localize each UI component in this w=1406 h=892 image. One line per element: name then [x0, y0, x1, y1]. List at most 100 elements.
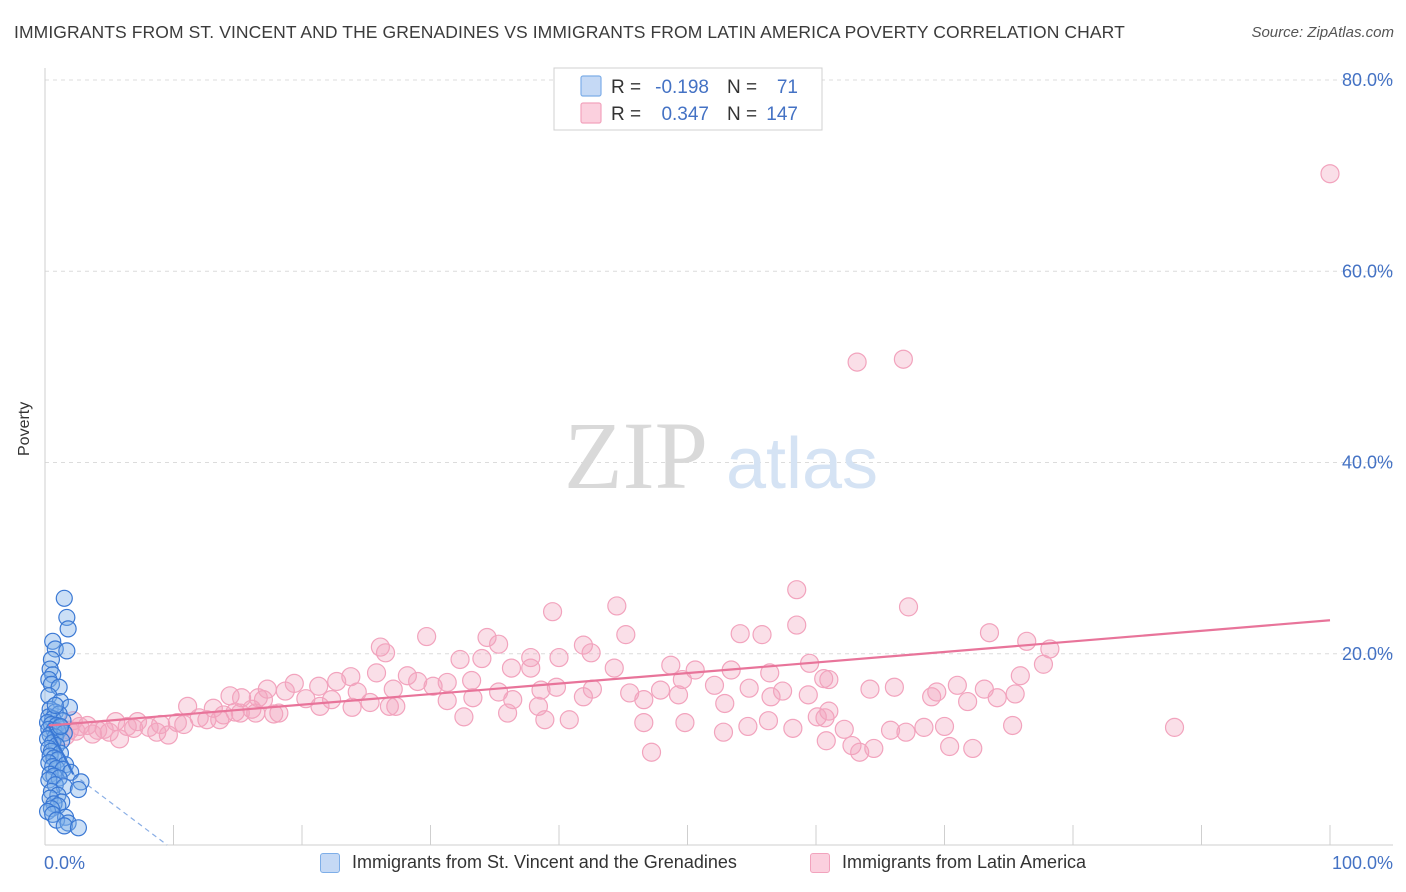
point-latin-america [963, 738, 983, 759]
point-latin-america [542, 602, 563, 622]
point-latin-america [462, 670, 482, 691]
point-latin-america [787, 615, 807, 635]
series-legend: Immigrants from St. Vincent and the Gren… [0, 852, 1406, 878]
point-st-vincent [51, 717, 70, 736]
watermark-zip: ZIP [564, 402, 708, 509]
point-latin-america [1017, 631, 1037, 651]
point-latin-america [758, 711, 779, 731]
point-latin-america [947, 675, 967, 695]
point-latin-america [546, 677, 567, 697]
point-st-vincent [55, 589, 73, 607]
point-latin-america [559, 710, 579, 730]
point-latin-america [634, 690, 654, 710]
point-latin-america [675, 712, 695, 733]
point-latin-america [834, 719, 854, 739]
point-latin-america [713, 722, 734, 742]
point-latin-america [787, 580, 807, 600]
point-latin-america [783, 718, 803, 738]
point-latin-america [893, 349, 913, 369]
point-st-vincent [58, 642, 76, 660]
point-latin-america [360, 692, 380, 713]
point-latin-america [214, 705, 234, 725]
legend-n-label-1: N = [727, 77, 757, 98]
point-latin-america [309, 676, 329, 696]
point-st-vincent [38, 802, 57, 821]
grid-lines [45, 79, 1393, 655]
legend-label-latin-america: Immigrants from Latin America [842, 852, 1087, 872]
point-latin-america [1005, 684, 1025, 704]
point-latin-america [88, 720, 108, 740]
point-latin-america [549, 647, 569, 668]
legend-item-st-vincent: Immigrants from St. Vincent and the Gren… [320, 852, 737, 873]
point-st-vincent [69, 780, 88, 799]
point-latin-america [685, 660, 705, 680]
trend-lines [47, 619, 1331, 846]
point-latin-america [738, 716, 758, 737]
y-tick-label-80: 80.0% [1342, 70, 1393, 90]
axes [44, 68, 1393, 846]
x-tick-labels: 0.0% 100.0% [44, 853, 1393, 873]
point-latin-america [898, 597, 919, 617]
point-latin-america [397, 666, 417, 686]
point-st-vincent [59, 620, 77, 638]
series-st-vincent-points [38, 589, 90, 837]
legend-swatch-blue [580, 75, 602, 97]
point-latin-america [573, 687, 594, 707]
point-latin-america [501, 658, 522, 678]
point-latin-america [581, 643, 601, 663]
point-latin-america [450, 649, 470, 670]
point-latin-america [864, 738, 884, 759]
legend-r-label-2: R = [611, 104, 641, 125]
point-latin-america [761, 687, 781, 707]
correlation-legend: R = -0.198 N = 71 R = 0.347 N = 147 [553, 67, 823, 131]
point-latin-america [604, 658, 624, 678]
point-latin-america [124, 718, 144, 738]
legend-swatch-latin-america [810, 852, 830, 873]
point-st-vincent [46, 696, 64, 714]
legend-label-st-vincent: Immigrants from St. Vincent and the Gren… [352, 852, 737, 872]
point-latin-america [842, 735, 862, 756]
point-latin-america [275, 681, 295, 701]
point-latin-america [979, 623, 1000, 643]
point-latin-america [246, 703, 266, 723]
point-latin-america [1164, 717, 1185, 737]
point-latin-america [940, 736, 960, 757]
point-latin-america [321, 690, 342, 710]
legend-r-value-1: -0.198 [655, 77, 709, 98]
point-latin-america [498, 703, 518, 723]
legend-r-label-1: R = [611, 77, 641, 98]
point-latin-america [641, 742, 662, 762]
point-latin-america [704, 675, 725, 695]
point-st-vincent [69, 819, 88, 837]
point-latin-america [370, 637, 390, 657]
x-tick-label-100: 100.0% [1332, 853, 1393, 873]
legend-swatch-pink [580, 102, 602, 124]
point-latin-america [1003, 715, 1023, 736]
point-latin-america [109, 729, 130, 749]
point-latin-america [798, 685, 818, 705]
point-latin-america [1320, 164, 1340, 184]
y-tick-label-60: 60.0% [1342, 261, 1393, 281]
chart-title: IMMIGRANTS FROM ST. VINCENT AND THE GREN… [14, 22, 1125, 42]
point-latin-america [375, 643, 396, 663]
point-latin-america [807, 707, 827, 727]
point-latin-america [423, 676, 443, 696]
point-latin-america [850, 742, 870, 762]
y-tick-label-40: 40.0% [1342, 453, 1393, 473]
legend-n-value-1: 71 [777, 77, 798, 98]
point-latin-america [472, 648, 492, 669]
trend-line-st-vincent-extension [72, 773, 168, 846]
point-st-vincent [55, 817, 73, 835]
point-latin-america [535, 710, 555, 730]
point-latin-america [408, 671, 428, 692]
point-latin-america [379, 696, 399, 716]
point-latin-america [884, 677, 904, 697]
point-latin-america [715, 693, 735, 714]
legend-r-value-2: 0.347 [661, 104, 709, 125]
point-latin-america [521, 647, 541, 668]
point-latin-america [847, 352, 867, 372]
point-latin-america [607, 596, 627, 616]
point-latin-america [383, 679, 403, 699]
point-latin-america [922, 687, 942, 707]
source-credit: Source: ZipAtlas.com [1251, 24, 1394, 41]
